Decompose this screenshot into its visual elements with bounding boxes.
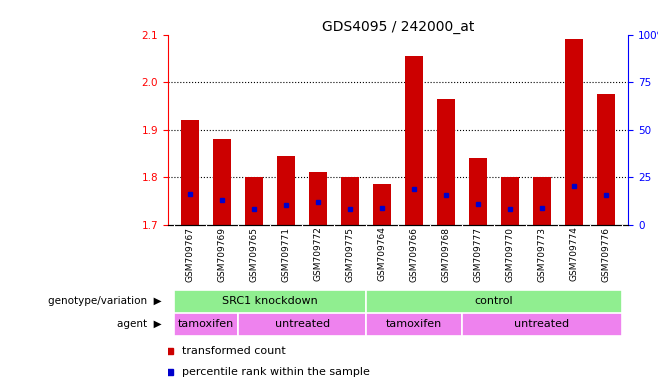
Text: GSM709765: GSM709765 — [249, 227, 259, 281]
Text: GSM709772: GSM709772 — [314, 227, 322, 281]
Text: GSM709767: GSM709767 — [186, 227, 195, 281]
Text: untreated: untreated — [515, 319, 570, 329]
Text: tamoxifen: tamoxifen — [178, 319, 234, 329]
Bar — [597, 94, 615, 225]
Bar — [462, 313, 622, 336]
Text: GSM709775: GSM709775 — [345, 227, 355, 281]
Text: GSM709766: GSM709766 — [409, 227, 418, 281]
Bar — [213, 139, 231, 225]
Bar — [238, 313, 366, 336]
Text: control: control — [474, 296, 513, 306]
Text: untreated: untreated — [274, 319, 330, 329]
Text: percentile rank within the sample: percentile rank within the sample — [182, 367, 370, 377]
Bar — [533, 177, 551, 225]
Text: GSM709768: GSM709768 — [442, 227, 451, 281]
Text: GSM709764: GSM709764 — [378, 227, 387, 281]
Bar — [469, 158, 487, 225]
Text: GSM709769: GSM709769 — [218, 227, 226, 281]
Bar — [405, 56, 423, 225]
Bar — [174, 290, 366, 313]
Text: tamoxifen: tamoxifen — [386, 319, 442, 329]
Bar — [438, 99, 455, 225]
Bar — [245, 177, 263, 225]
Text: GSM709770: GSM709770 — [505, 227, 515, 281]
Text: GSM709774: GSM709774 — [570, 227, 578, 281]
Text: agent  ▶: agent ▶ — [116, 319, 161, 329]
Bar — [366, 313, 462, 336]
Text: GSM709771: GSM709771 — [282, 227, 291, 281]
Text: GSM709776: GSM709776 — [601, 227, 611, 281]
Text: genotype/variation  ▶: genotype/variation ▶ — [47, 296, 161, 306]
Text: GSM709773: GSM709773 — [538, 227, 547, 281]
Bar — [309, 172, 327, 225]
Bar — [501, 177, 519, 225]
Text: transformed count: transformed count — [182, 346, 286, 356]
Bar — [277, 156, 295, 225]
Text: GSM709777: GSM709777 — [474, 227, 482, 281]
Bar — [182, 120, 199, 225]
Bar — [174, 313, 238, 336]
Bar — [342, 177, 359, 225]
Title: GDS4095 / 242000_at: GDS4095 / 242000_at — [322, 20, 474, 33]
Bar — [565, 39, 583, 225]
Text: SRC1 knockdown: SRC1 knockdown — [222, 296, 318, 306]
Bar — [373, 184, 391, 225]
Bar — [366, 290, 622, 313]
